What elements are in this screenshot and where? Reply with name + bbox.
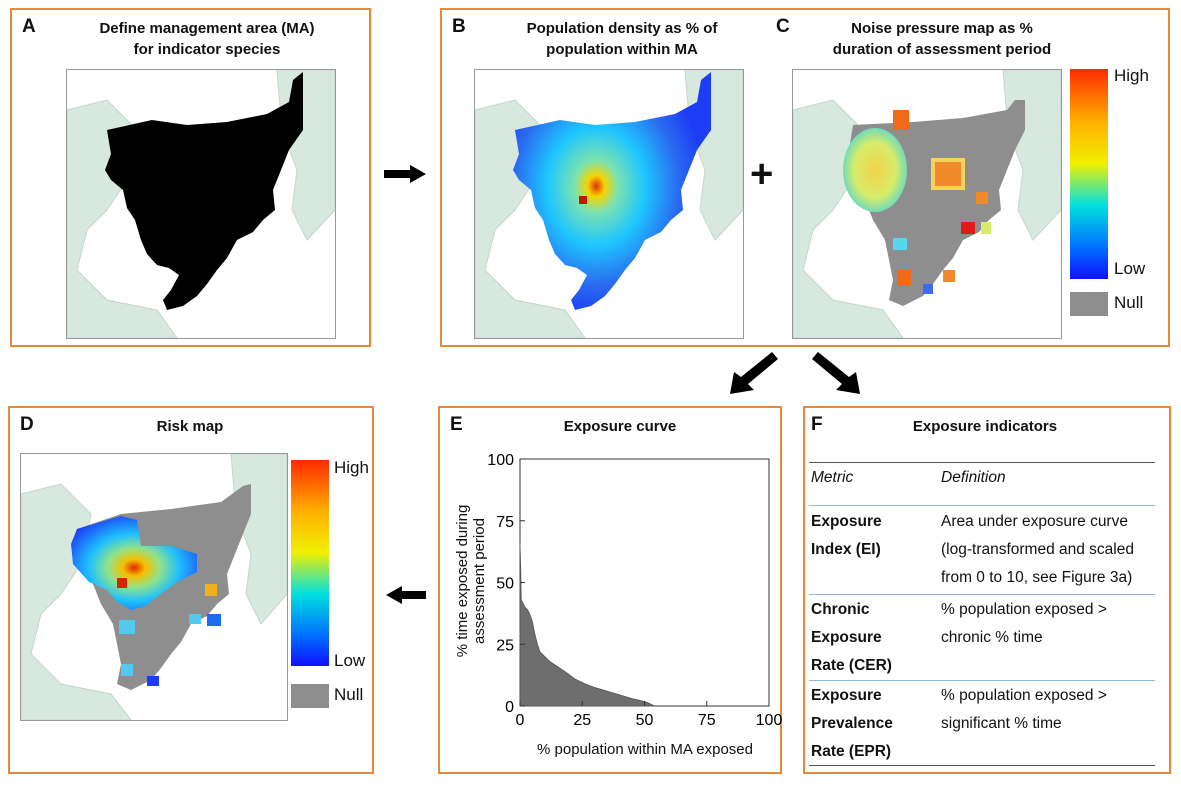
row-ei-definition-line3: from 0 to 10, see Figure 3a) <box>941 569 1133 586</box>
legend-c-null-swatch <box>1070 292 1108 316</box>
y-tick-label: 50 <box>496 576 514 593</box>
panel-b-title-line2: population within MA <box>546 41 698 58</box>
y-tick-label: 75 <box>496 514 514 531</box>
legend-d-low-label: Low <box>334 651 366 670</box>
color-scale-legend-d <box>291 460 329 666</box>
land-mass <box>21 483 132 720</box>
x-tick-label: 0 <box>516 712 525 729</box>
color-scale-legend-c <box>1070 69 1108 279</box>
row-epr-definition: % population exposed > significant % tim… <box>941 682 1107 738</box>
row-epr-definition-line1: % population exposed > <box>941 687 1107 704</box>
legend-d-high-label: High <box>334 458 369 477</box>
row-epr-metric: Exposure Prevalence Rate (EPR) <box>811 682 893 766</box>
map-risk <box>20 453 288 721</box>
panel-a-title-line2: for indicator species <box>133 41 281 58</box>
panel-b-title: Population density as % of population wi… <box>472 18 772 60</box>
row-cer-metric-line1: Chronic <box>811 601 870 618</box>
row-ei-metric: Exposure Index (EI) <box>811 508 882 564</box>
row-cer-metric-line2: Exposure <box>811 629 882 646</box>
row-epr-metric-line3: Rate (EPR) <box>811 743 892 760</box>
population-density-area <box>513 72 711 310</box>
row-ei-definition-line2: (log-transformed and scaled <box>941 541 1134 558</box>
plus-icon: + <box>750 152 774 196</box>
row-ei-metric-line1: Exposure <box>811 513 882 530</box>
table-top-rule <box>809 462 1155 463</box>
header-metric: Metric <box>811 469 854 486</box>
header-rule <box>809 505 1155 506</box>
row-epr-metric-line2: Prevalence <box>811 715 893 732</box>
panel-b-c: B Population density as % of population … <box>440 8 1170 347</box>
row-cer-metric: Chronic Exposure Rate (CER) <box>811 596 892 680</box>
legend-c-high-label: High <box>1114 66 1149 85</box>
row-rule-1 <box>809 594 1155 595</box>
row-epr-definition-line2: significant % time <box>941 715 1062 732</box>
row-cer-metric-line3: Rate (CER) <box>811 657 892 674</box>
panel-letter-e: E <box>450 414 463 435</box>
panel-letter-a: A <box>22 16 36 37</box>
risk-hotspot <box>71 516 197 610</box>
x-tick-label: 100 <box>756 712 783 729</box>
row-cer-definition-line1: % population exposed > <box>941 601 1107 618</box>
panel-c-title: Noise pressure map as % duration of asse… <box>792 18 1092 60</box>
management-area <box>105 72 303 310</box>
panel-b-title-line1: Population density as % of <box>526 20 718 37</box>
chart-y-axis-label-line1: % time exposed during <box>454 504 471 658</box>
panel-letter-c: C <box>776 16 790 37</box>
panel-a: A Define management area (MA) for indica… <box>10 8 371 347</box>
legend-c-null-label: Null <box>1114 293 1144 312</box>
x-tick-label: 25 <box>573 712 591 729</box>
row-ei-definition: Area under exposure curve (log-transform… <box>941 508 1134 592</box>
arrow-down-right-icon <box>812 352 860 394</box>
map-management-area <box>66 69 336 339</box>
panel-letter-f: F <box>811 414 823 435</box>
chart-x-axis-label: % population within MA exposed <box>537 741 753 758</box>
exposure-curve-chart: 0 25 50 75 100 0 25 50 75 100 <box>487 452 783 729</box>
panel-letter-d: D <box>20 414 34 435</box>
arrow-right-icon <box>384 165 426 183</box>
y-tick-label: 100 <box>487 452 514 469</box>
row-epr-metric-line1: Exposure <box>811 687 882 704</box>
legend-c-low-label: Low <box>1114 259 1146 278</box>
row-cer-definition: % population exposed > chronic % time <box>941 596 1107 652</box>
legend-d-null-label: Null <box>334 685 364 704</box>
map-population-density <box>474 69 744 339</box>
row-ei-definition-line1: Area under exposure curve <box>941 513 1128 530</box>
panel-letter-b: B <box>452 16 466 37</box>
arrow-left-icon <box>386 586 426 604</box>
chart-y-axis-label: % time exposed during assessment period <box>454 471 488 691</box>
legend-d-null-swatch <box>291 684 329 708</box>
arrow-down-left-icon <box>730 352 778 394</box>
panel-a-title-line1: Define management area (MA) <box>99 20 315 37</box>
exposure-curve-area <box>519 542 655 707</box>
chart-title: Exposure curve <box>563 418 677 435</box>
x-tick-label: 75 <box>698 712 716 729</box>
noise-hotspot-west <box>843 128 907 212</box>
y-tick-label: 0 <box>505 699 514 716</box>
header-definition: Definition <box>941 469 1006 486</box>
panel-c-title-line2: duration of assessment period <box>832 41 1052 58</box>
y-tick-label: 25 <box>496 637 514 654</box>
row-rule-2 <box>809 680 1155 681</box>
panel-d: D Risk map <box>8 406 374 774</box>
row-ei-metric-line2: Index (EI) <box>811 541 881 558</box>
x-tick-label: 50 <box>636 712 654 729</box>
panel-a-title: Define management area (MA) for indicato… <box>52 18 362 60</box>
panel-f: F Exposure indicators Metric Definition … <box>803 406 1171 774</box>
map-noise-pressure <box>792 69 1062 339</box>
panel-d-title: Risk map <box>156 418 224 435</box>
chart-y-axis-label-line2: assessment period <box>471 518 488 644</box>
panel-f-title: Exposure indicators <box>912 418 1058 435</box>
table-bottom-rule <box>809 765 1155 766</box>
row-cer-definition-line2: chronic % time <box>941 629 1043 646</box>
panel-e: E Exposure curve 0 25 50 75 100 0 25 50 75 100 % … <box>438 406 782 774</box>
panel-c-title-line1: Noise pressure map as % <box>851 20 1033 37</box>
